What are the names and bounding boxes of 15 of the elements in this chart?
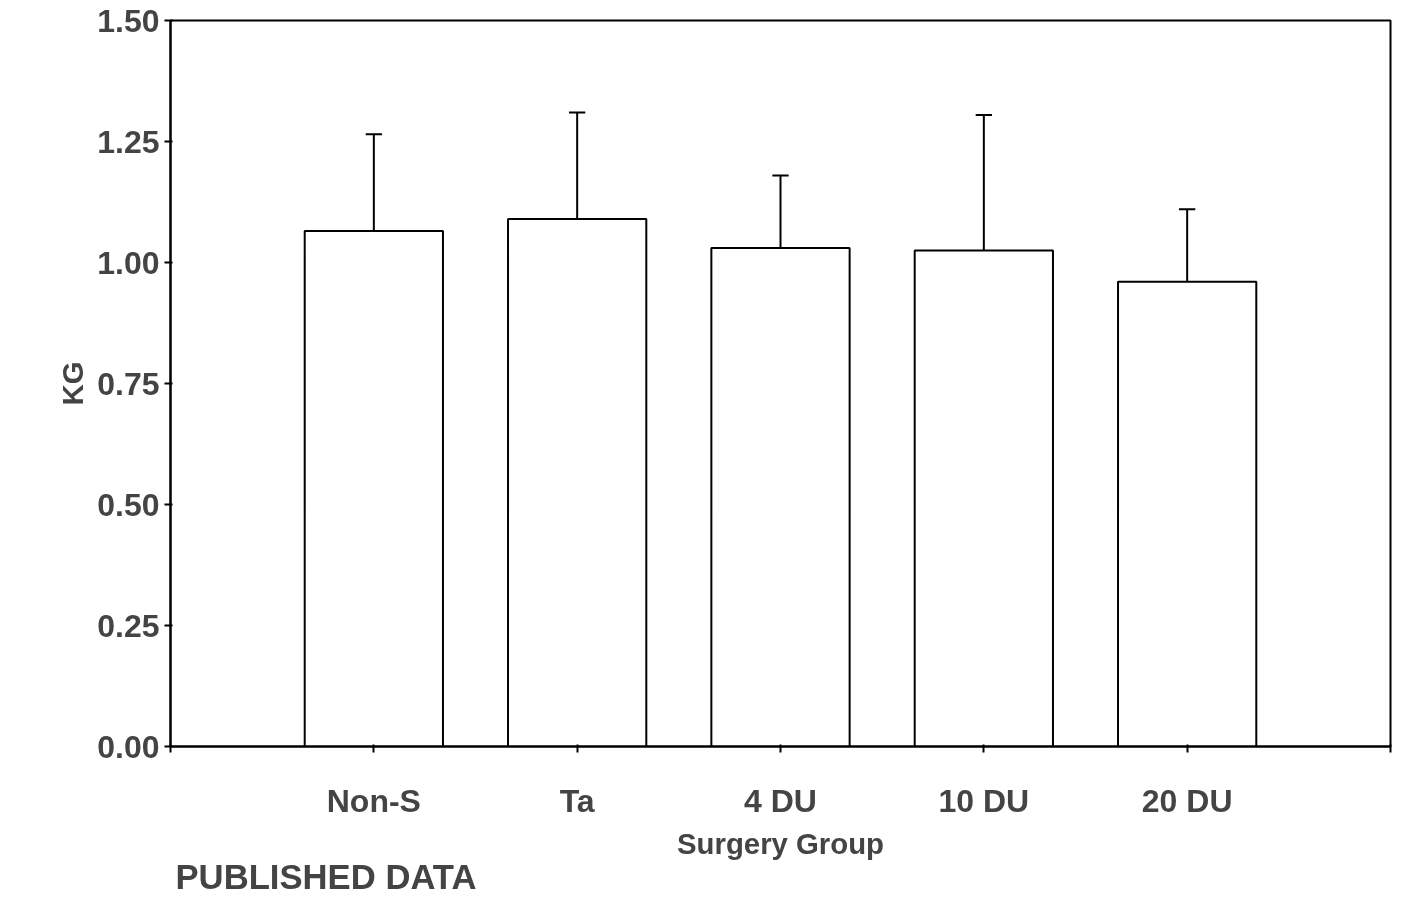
x-tick-label: 10 DU <box>938 782 1030 819</box>
y-axis-title: KG <box>56 361 90 406</box>
x-tick-label: 20 DU <box>1141 782 1233 819</box>
y-tick-label: 0.25 <box>97 607 160 644</box>
x-tick-label: 4 DU <box>744 782 817 819</box>
y-tick-label: 0.75 <box>97 365 160 402</box>
y-tick-label: 1.50 <box>97 2 160 39</box>
y-tick-label: 0.00 <box>97 728 160 765</box>
x-tick-label: Ta <box>559 782 595 819</box>
text: PUBLISHED DATA <box>175 857 477 896</box>
y-tick-label: 0.50 <box>97 486 160 523</box>
x-tick-label: Non-S <box>326 782 421 819</box>
y-tick-label: 1.00 <box>97 244 160 281</box>
x-axis-title: Surgery Group <box>677 826 884 860</box>
y-tick-label: 1.25 <box>97 123 160 160</box>
